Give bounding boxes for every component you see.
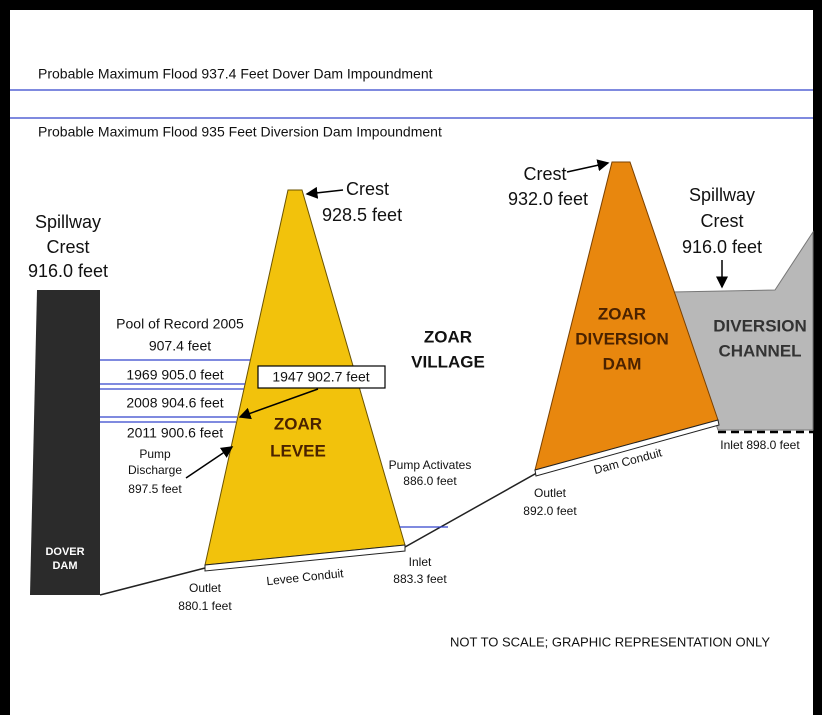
label: Crest: [346, 179, 389, 199]
label: Crest: [700, 211, 743, 231]
arrow: [185, 446, 234, 479]
label: 907.4 feet: [149, 338, 211, 354]
label: 2011 900.6 feet: [127, 425, 223, 441]
label: ZOAR: [424, 327, 472, 346]
label: 886.0 feet: [403, 474, 457, 488]
label: Crest: [46, 237, 89, 257]
label: 892.0 feet: [523, 504, 577, 518]
label: Outlet: [534, 486, 567, 500]
label: Pool of Record 2005: [116, 316, 244, 332]
label: DAM: [52, 560, 77, 572]
label: Inlet: [409, 555, 432, 569]
label-box: [257, 365, 386, 389]
frame-right: [813, 0, 822, 715]
arrow: [566, 159, 610, 173]
label: Levee Conduit: [266, 566, 345, 588]
flood-label: Probable Maximum Flood 937.4 Feet Dover …: [38, 66, 433, 82]
label: 916.0 feet: [682, 237, 762, 257]
label: Outlet: [189, 581, 222, 595]
label: 880.1 feet: [178, 599, 232, 613]
label: DOVER: [45, 546, 84, 558]
label: Inlet 898.0 feet: [720, 438, 800, 452]
label: DIVERSION: [713, 316, 807, 335]
label: 1947 902.7 feet: [272, 369, 369, 385]
label: 1969 905.0 feet: [126, 367, 223, 383]
label: ZOAR: [274, 414, 322, 433]
label: VILLAGE: [411, 352, 485, 371]
label: CHANNEL: [718, 341, 801, 360]
label: DIVERSION: [575, 329, 669, 348]
label: 932.0 feet: [508, 189, 588, 209]
label: 928.5 feet: [322, 205, 402, 225]
arrow: [305, 186, 344, 199]
label: Pump: [139, 447, 171, 461]
levee-conduit: [204, 544, 406, 572]
label: 2008 904.6 feet: [126, 395, 223, 411]
label: Discharge: [128, 463, 182, 477]
label: Pump Activates: [389, 458, 472, 472]
dover-dam: [30, 290, 100, 595]
note: NOT TO SCALE; GRAPHIC REPRESENTATION ONL…: [450, 634, 770, 649]
label: 916.0 feet: [28, 261, 108, 281]
arrow: [238, 388, 319, 420]
label: ZOAR: [598, 304, 646, 323]
label: Spillway: [689, 185, 755, 205]
label: Crest: [523, 164, 566, 184]
dam-conduit: [534, 419, 720, 477]
label: Spillway: [35, 212, 101, 232]
frame-left: [0, 0, 10, 715]
label: 897.5 feet: [128, 482, 182, 496]
label: DAM: [603, 354, 642, 373]
label: LEVEE: [270, 441, 326, 460]
label: 883.3 feet: [393, 572, 447, 586]
frame-top: [0, 0, 822, 10]
flood-label: Probable Maximum Flood 935 Feet Diversio…: [38, 124, 442, 140]
